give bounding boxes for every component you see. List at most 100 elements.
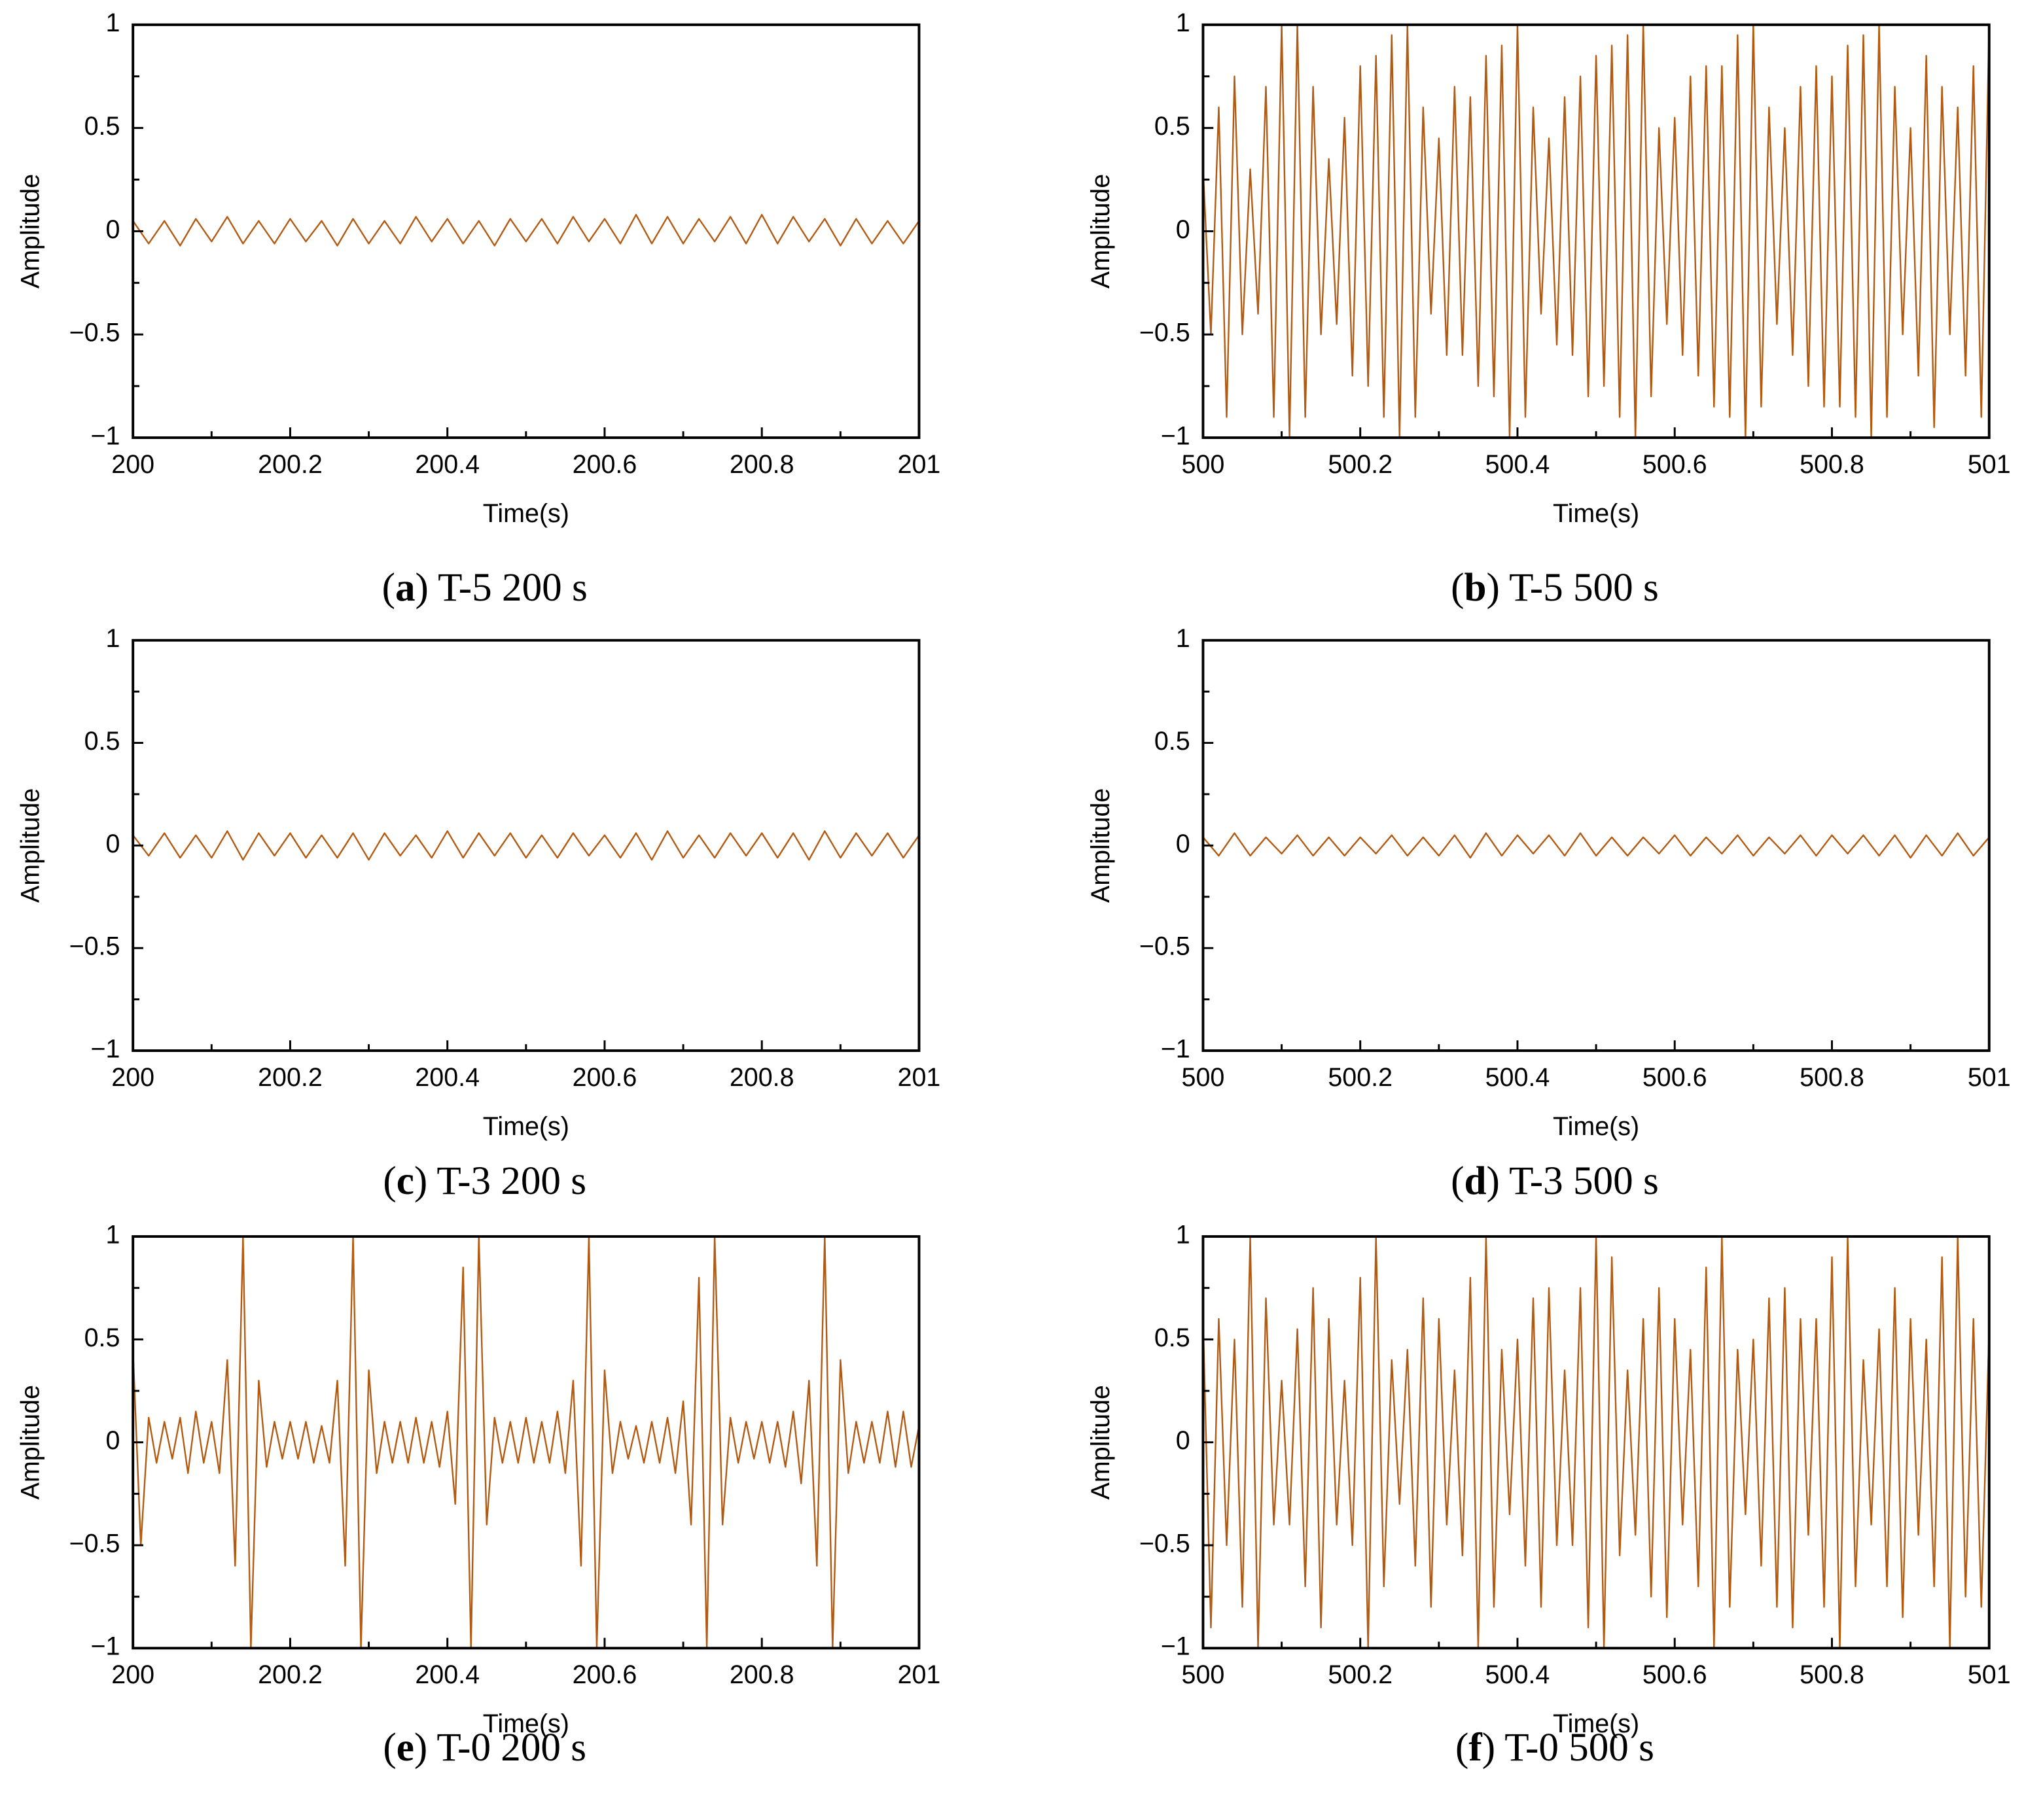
caption-part: ( xyxy=(1451,1159,1464,1203)
x-tick-label: 200.4 xyxy=(415,1063,480,1092)
x-tick-label: 501 xyxy=(1968,1063,2011,1092)
x-tick-label: 500.2 xyxy=(1328,1063,1393,1092)
x-tick-label: 201 xyxy=(898,450,941,479)
x-tick-label: 200.8 xyxy=(730,1660,794,1689)
caption-part: e xyxy=(397,1726,414,1770)
y-tick-label: 0.5 xyxy=(84,727,120,756)
x-tick-label: 200.4 xyxy=(415,450,480,479)
caption-part: a xyxy=(395,566,416,610)
signal-line xyxy=(132,1235,920,1649)
x-tick-label: 500.6 xyxy=(1642,1660,1707,1689)
x-tick-label: 500.8 xyxy=(1800,1063,1864,1092)
plot-frame xyxy=(1201,1235,1991,1650)
x-tick-label: 500.2 xyxy=(1328,1660,1393,1689)
y-tick-label: −1 xyxy=(90,1632,120,1661)
caption: (e) T-0 200 s xyxy=(383,1726,586,1770)
signal-line xyxy=(1202,1235,1990,1649)
y-tick-label: 0 xyxy=(1176,1426,1190,1455)
y-tick-label: −0.5 xyxy=(1139,1529,1190,1558)
caption-part: ) T-3 500 s xyxy=(1487,1159,1659,1203)
x-tick-label: 200.2 xyxy=(258,1063,323,1092)
x-tick-label: 200.6 xyxy=(573,1660,637,1689)
x-axis-label: Time(s) xyxy=(1553,1709,1639,1738)
x-tick-label: 200.2 xyxy=(258,450,323,479)
y-tick-label: 1 xyxy=(106,624,120,653)
y-tick-label: −1 xyxy=(1161,1632,1190,1661)
caption-part: ( xyxy=(382,566,395,610)
y-tick-label: 1 xyxy=(1176,9,1190,37)
caption-part: b xyxy=(1465,566,1487,610)
y-tick-label: 0.5 xyxy=(1154,727,1190,756)
x-tick-label: 500.8 xyxy=(1800,1660,1864,1689)
x-tick-label: 500.6 xyxy=(1642,1063,1707,1092)
y-tick-label: −1 xyxy=(90,421,120,450)
y-tick-label: −1 xyxy=(1161,1034,1190,1063)
x-tick-label: 500 xyxy=(1182,450,1225,479)
y-tick-label: −0.5 xyxy=(1139,319,1190,347)
caption-part: f xyxy=(1468,1726,1482,1770)
signal-line xyxy=(132,830,920,861)
y-tick-label: 1 xyxy=(1176,1220,1190,1249)
x-tick-label: 200 xyxy=(111,1063,154,1092)
caption-part: ) T-3 200 s xyxy=(414,1159,586,1203)
caption: (c) T-3 200 s xyxy=(383,1159,586,1203)
x-axis-label: Time(s) xyxy=(483,499,569,528)
x-tick-label: 200.8 xyxy=(730,450,794,479)
x-tick-label: 200.6 xyxy=(573,1063,637,1092)
x-tick-label: 501 xyxy=(1968,450,2011,479)
x-axis-label: Time(s) xyxy=(483,1112,569,1141)
y-tick-label: 0.5 xyxy=(84,1323,120,1352)
x-tick-label: 500.6 xyxy=(1642,450,1707,479)
caption-part: ) T-0 200 s xyxy=(414,1726,586,1770)
caption-part: ( xyxy=(1451,566,1464,610)
y-tick-label: −1 xyxy=(90,1034,120,1063)
y-axis-label: Amplitude xyxy=(1086,788,1115,903)
y-tick-label: 0 xyxy=(106,1426,120,1455)
x-axis-label: Time(s) xyxy=(1553,499,1639,528)
caption-part: d xyxy=(1465,1159,1487,1203)
caption-part: ( xyxy=(1455,1726,1468,1770)
signal-line xyxy=(132,213,920,247)
signal-line xyxy=(1202,24,1990,439)
x-tick-label: 500 xyxy=(1182,1660,1225,1689)
y-tick-label: 0.5 xyxy=(84,112,120,141)
y-tick-label: −1 xyxy=(1161,421,1190,450)
x-axis-label: Time(s) xyxy=(1553,1112,1639,1141)
y-tick-label: 0.5 xyxy=(1154,112,1190,141)
signal-line xyxy=(1202,832,1990,859)
x-tick-label: 200 xyxy=(111,1660,154,1689)
y-tick-label: −0.5 xyxy=(69,319,120,347)
y-tick-label: 1 xyxy=(106,9,120,37)
caption-part: ) T-0 500 s xyxy=(1482,1726,1654,1770)
y-axis-label: Amplitude xyxy=(16,788,45,903)
caption-part: ( xyxy=(383,1726,396,1770)
caption: (b) T-5 500 s xyxy=(1451,566,1659,610)
y-axis-label: Amplitude xyxy=(16,174,45,289)
y-tick-label: −0.5 xyxy=(69,932,120,961)
x-tick-label: 201 xyxy=(898,1063,941,1092)
x-axis-label: Time(s) xyxy=(483,1709,569,1738)
caption: (f) T-0 500 s xyxy=(1455,1726,1654,1770)
x-tick-label: 200.6 xyxy=(573,450,637,479)
y-axis-label: Amplitude xyxy=(1086,174,1115,289)
x-tick-label: 500.4 xyxy=(1485,450,1550,479)
caption-part: c xyxy=(397,1159,414,1203)
x-tick-label: 200.8 xyxy=(730,1063,794,1092)
caption: (d) T-3 500 s xyxy=(1451,1159,1659,1203)
x-tick-label: 500.2 xyxy=(1328,450,1393,479)
x-tick-label: 501 xyxy=(1968,1660,2011,1689)
x-tick-label: 500 xyxy=(1182,1063,1225,1092)
y-tick-label: 0 xyxy=(1176,830,1190,858)
x-tick-label: 201 xyxy=(898,1660,941,1689)
y-tick-label: 0 xyxy=(106,830,120,858)
y-tick-label: 1 xyxy=(1176,624,1190,653)
caption-part: ) T-5 200 s xyxy=(416,566,588,610)
y-tick-label: 0 xyxy=(1176,215,1190,244)
plot-frame xyxy=(132,1235,921,1650)
y-tick-label: −0.5 xyxy=(69,1529,120,1558)
x-tick-label: 200.2 xyxy=(258,1660,323,1689)
caption: (a) T-5 200 s xyxy=(382,566,588,610)
x-tick-label: 500.8 xyxy=(1800,450,1864,479)
